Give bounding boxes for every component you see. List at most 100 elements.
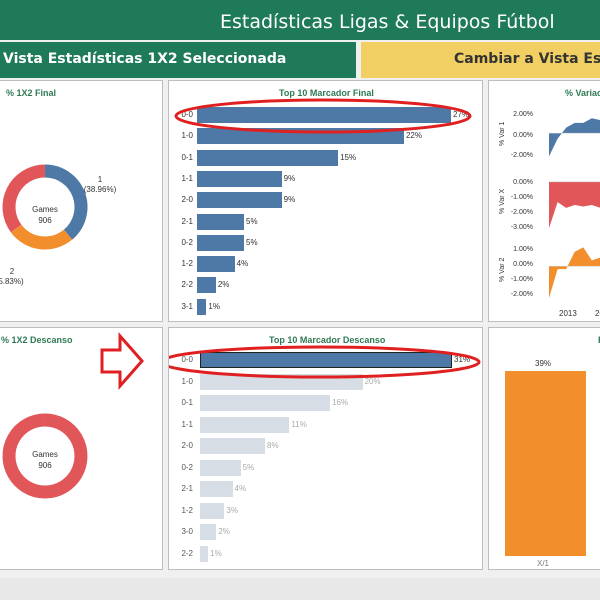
dashboard-title: Estadísticas Ligas & Equipos Fútbol [220, 11, 555, 33]
view-1x2-selected-button[interactable]: Vista Estadísticas 1X2 Seleccionada [0, 42, 356, 78]
bar[interactable] [197, 277, 216, 294]
category-label: 0-1 [181, 152, 193, 162]
bar[interactable] [197, 107, 451, 123]
bar[interactable] [197, 256, 235, 273]
category-label: 2-2 [181, 548, 193, 558]
tick: 0.00% [513, 261, 533, 268]
bar[interactable] [197, 234, 245, 251]
panel-title: % Variac [565, 88, 600, 98]
panel-title: Top 10 Marcador Descanso [269, 335, 386, 345]
bar[interactable] [197, 170, 282, 187]
category-label: 2-1 [181, 484, 193, 493]
bar-value: 2% [217, 280, 230, 290]
category-label: 1-2 [181, 505, 193, 515]
category-label: 0-0 [181, 355, 193, 364]
slice-pct-2: 5.83%) [0, 277, 24, 286]
category-label: 0-1 [181, 398, 193, 407]
bar-value: 9% [283, 173, 296, 183]
category-label: 0-0 [181, 110, 193, 119]
area-series [549, 247, 600, 299]
category-label: 3-0 [181, 527, 193, 536]
bar[interactable] [200, 545, 209, 562]
tick: 1.00% [513, 246, 533, 253]
bar [505, 371, 586, 556]
bar[interactable] [200, 502, 225, 519]
donut-center-value: 906 [38, 461, 52, 470]
tick: 2.00% [513, 111, 533, 118]
category-label: 2-1 [181, 216, 193, 226]
category-label: 2-0 [181, 195, 193, 205]
tick: -1.00% [510, 276, 533, 283]
bar-value: 39% [535, 359, 552, 368]
tick: -2.00% [510, 291, 533, 298]
tick: 0.00% [513, 132, 533, 139]
category-label: 1-0 [181, 131, 193, 141]
category-label: 1-1 [181, 173, 193, 183]
bar[interactable] [200, 459, 241, 476]
panel-top10-final: Top 10 Marcador Final 0-0 27% 1-0 22% 0-1 15%… [168, 80, 483, 322]
bottom-strip [0, 578, 600, 600]
donut-chart-descanso [2, 413, 88, 499]
panel-1x2-final: % 1X2 Final Games 906 1 (38.96%) 2 5.83%… [0, 80, 163, 322]
bar-value: 22% [405, 131, 422, 141]
bar[interactable] [197, 149, 339, 166]
area-series [549, 118, 600, 157]
bar-value: 15% [340, 152, 357, 162]
x-tick: X/1 [537, 559, 550, 568]
slice-label-2: 2 [9, 267, 15, 276]
bar[interactable] [200, 416, 290, 433]
pie-slice[interactable] [44, 164, 88, 240]
panel-title: % 1X2 Descanso [1, 335, 73, 345]
panel-bottom-right: P 39% X/1 [488, 327, 600, 570]
bar-value: 20% [364, 376, 381, 386]
bar-chart-descanso: 0-0 31% 1-0 20% 0-1 16% 1-1 11% 2-0 8% 0-2 5% 2-1 4% 1… [169, 328, 482, 569]
highlight-outline [169, 345, 481, 379]
bar[interactable] [200, 352, 452, 368]
donut-chart-final [2, 164, 88, 250]
bar-value: 4% [236, 259, 249, 269]
category-label: 1-2 [181, 259, 193, 269]
category-label: 1-0 [181, 376, 193, 386]
donut-center-label: Games [32, 205, 58, 214]
pie-slice[interactable] [2, 164, 46, 233]
panel-title: Top 10 Marcador Final [279, 88, 374, 98]
donut-center-label: Games [32, 450, 58, 459]
bar[interactable] [197, 192, 282, 209]
bar-value: 8% [267, 441, 279, 450]
category-label: 0-2 [181, 237, 193, 247]
area-series [549, 181, 600, 229]
x-tick: 20 [595, 309, 600, 318]
x-tick: 2013 [559, 309, 577, 318]
bar-value: 1% [210, 548, 222, 558]
bar[interactable] [200, 524, 217, 540]
pie-slice[interactable] [10, 224, 73, 250]
title-bar: Estadísticas Ligas & Equipos Fútbol [0, 0, 600, 40]
tick: 0.00% [513, 179, 533, 186]
bar-value: 4% [234, 484, 247, 493]
arrow-annotation-icon [100, 332, 144, 390]
bar[interactable] [200, 481, 233, 497]
switch-view-button[interactable]: Cambiar a Vista Estad [361, 42, 600, 78]
bar[interactable] [197, 298, 207, 315]
bar-value: 16% [332, 398, 349, 407]
panel-title: % 1X2 Final [6, 88, 57, 98]
tick: -2.00% [510, 209, 533, 216]
category-label: 1-1 [181, 419, 193, 429]
bar[interactable] [200, 438, 266, 454]
bar[interactable] [197, 213, 245, 230]
slice-label-1: 1 [97, 175, 103, 184]
pie-slice[interactable] [2, 413, 88, 499]
category-label: 0-2 [181, 462, 193, 472]
tick: -2.00% [510, 152, 533, 159]
bar-value: 11% [291, 419, 307, 429]
panel-variation: % Variac % Var 1 % Var X % Var 2 2.00% 0… [488, 80, 600, 322]
bar-value: 9% [283, 195, 296, 205]
bar-value: 2% [218, 527, 230, 536]
bar[interactable] [200, 395, 331, 411]
category-label: 3-1 [181, 301, 193, 311]
tick: -3.00% [510, 224, 533, 231]
panel-top10-descanso: Top 10 Marcador Descanso 0-0 31% 1-0 20% 0-1… [168, 327, 483, 570]
bar-value: 5% [246, 216, 258, 226]
bar-value: 1% [208, 301, 220, 311]
category-label: 2-2 [181, 280, 193, 290]
